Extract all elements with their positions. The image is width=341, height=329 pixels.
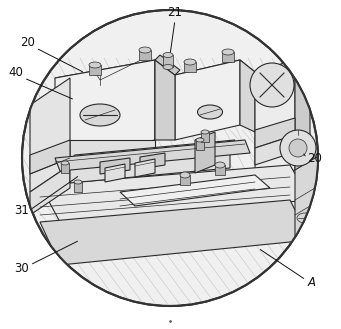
Ellipse shape xyxy=(201,130,209,134)
Text: 20: 20 xyxy=(308,151,323,164)
Polygon shape xyxy=(255,60,310,85)
Polygon shape xyxy=(70,145,230,183)
Ellipse shape xyxy=(297,213,313,223)
Polygon shape xyxy=(55,60,175,93)
Ellipse shape xyxy=(196,138,204,142)
Polygon shape xyxy=(155,60,175,140)
Ellipse shape xyxy=(222,49,234,55)
Polygon shape xyxy=(70,140,235,160)
Polygon shape xyxy=(55,60,155,158)
Polygon shape xyxy=(180,175,190,185)
Circle shape xyxy=(250,63,294,107)
Ellipse shape xyxy=(139,47,151,53)
Polygon shape xyxy=(184,62,196,72)
Ellipse shape xyxy=(89,62,101,68)
Polygon shape xyxy=(105,164,125,182)
Polygon shape xyxy=(55,140,250,171)
Circle shape xyxy=(280,130,316,166)
Ellipse shape xyxy=(74,180,82,184)
Text: 20: 20 xyxy=(20,36,35,48)
Polygon shape xyxy=(163,55,173,67)
Polygon shape xyxy=(215,165,225,175)
Polygon shape xyxy=(295,155,320,245)
Ellipse shape xyxy=(163,53,173,58)
Polygon shape xyxy=(155,60,175,140)
Text: 31: 31 xyxy=(15,204,29,216)
Polygon shape xyxy=(40,200,310,265)
Polygon shape xyxy=(55,140,155,158)
Ellipse shape xyxy=(80,104,120,126)
Polygon shape xyxy=(30,140,70,174)
Polygon shape xyxy=(100,158,130,174)
Polygon shape xyxy=(140,153,165,169)
Ellipse shape xyxy=(180,172,190,178)
Polygon shape xyxy=(120,175,270,206)
Ellipse shape xyxy=(197,105,222,119)
Text: 30: 30 xyxy=(15,262,29,274)
Polygon shape xyxy=(195,132,215,173)
Polygon shape xyxy=(222,52,234,62)
Ellipse shape xyxy=(163,64,173,69)
Polygon shape xyxy=(255,118,295,148)
Polygon shape xyxy=(255,60,295,182)
Polygon shape xyxy=(175,60,240,140)
Polygon shape xyxy=(175,60,255,87)
Ellipse shape xyxy=(184,59,196,65)
Text: A: A xyxy=(308,275,316,289)
Polygon shape xyxy=(135,159,155,177)
Circle shape xyxy=(22,10,318,306)
Polygon shape xyxy=(201,132,209,142)
Polygon shape xyxy=(139,50,151,60)
Text: 40: 40 xyxy=(9,65,24,79)
Ellipse shape xyxy=(61,161,69,165)
Ellipse shape xyxy=(215,162,225,168)
Text: 21: 21 xyxy=(167,6,182,18)
Polygon shape xyxy=(40,165,310,222)
Circle shape xyxy=(289,139,307,157)
Polygon shape xyxy=(240,60,255,132)
Polygon shape xyxy=(295,60,310,183)
Polygon shape xyxy=(30,165,70,215)
Polygon shape xyxy=(30,78,70,192)
Polygon shape xyxy=(74,182,82,192)
Polygon shape xyxy=(89,65,101,75)
Polygon shape xyxy=(255,135,295,165)
Polygon shape xyxy=(196,140,204,150)
Polygon shape xyxy=(61,163,69,173)
Polygon shape xyxy=(155,55,180,75)
